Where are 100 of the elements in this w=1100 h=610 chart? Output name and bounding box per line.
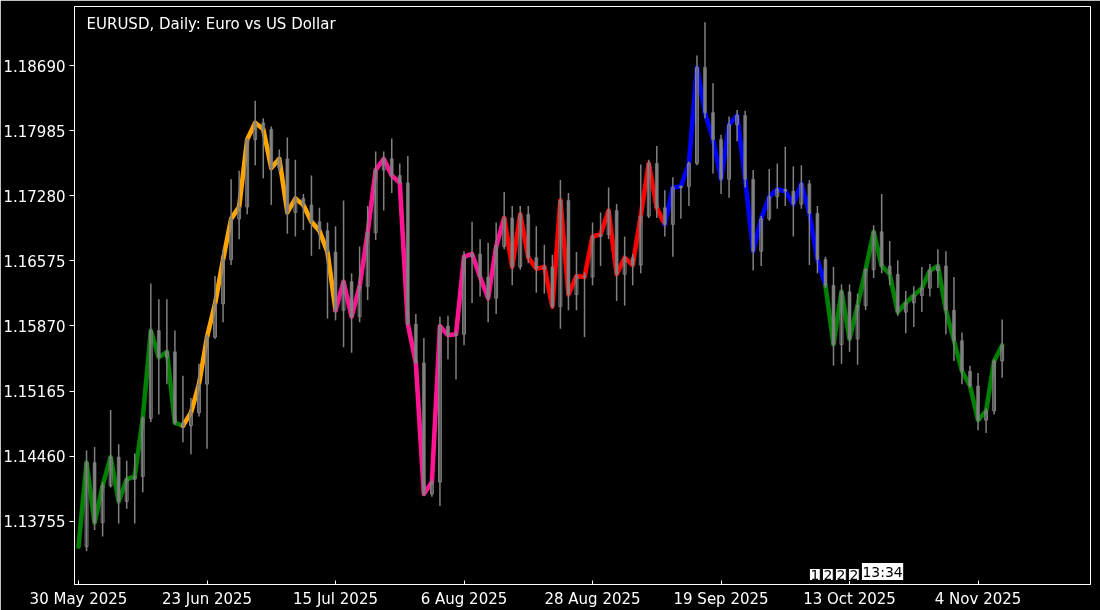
x-tick-label: 28 Aug 2025 (544, 589, 641, 608)
candlestick (727, 115, 732, 199)
candlestick (558, 179, 563, 330)
candlestick (686, 160, 691, 207)
candlestick (108, 409, 113, 489)
candlestick (301, 193, 306, 231)
candlestick (454, 329, 458, 381)
candlestick (678, 184, 683, 220)
candlestick (767, 168, 772, 222)
candlestick (148, 282, 153, 423)
candlestick (871, 224, 876, 279)
x-tick-label: 30 May 2025 (29, 589, 128, 608)
candlestick (390, 137, 394, 194)
candlestick (253, 99, 258, 167)
candlestick (534, 225, 539, 294)
x-tick-label: 19 Sep 2025 (673, 589, 769, 608)
candlestick (164, 298, 169, 385)
candlestick (863, 267, 868, 312)
candlestick (293, 159, 298, 238)
candlestick (606, 186, 611, 240)
candlestick (590, 221, 595, 287)
candlestick (622, 235, 627, 307)
candlestick (341, 199, 346, 348)
candlestick (502, 191, 507, 251)
candlestick (181, 375, 185, 444)
candlestick (968, 364, 972, 389)
candlestick (470, 220, 475, 304)
candlestick (261, 117, 265, 179)
y-tick-label: 1.16575 (3, 252, 66, 271)
candlestick (783, 146, 788, 207)
candlestick (759, 215, 764, 267)
candlestick (582, 271, 587, 338)
candlestick (478, 238, 482, 298)
candlestick (229, 178, 234, 266)
candlestick (429, 478, 434, 498)
candlestick (903, 290, 908, 335)
candlestick (935, 248, 940, 289)
candlestick (462, 250, 466, 347)
candlestick (799, 164, 804, 210)
x-tick-label: 4 Nov 2025 (934, 589, 1022, 608)
y-tick-label: 1.15870 (3, 317, 66, 336)
text: EURUSD, Daily: Euro vs US Dollar (86, 14, 337, 33)
candlestick (663, 189, 667, 238)
candlestick (100, 481, 105, 538)
candlestick (132, 452, 137, 525)
candlestick (205, 333, 209, 450)
candlestick (855, 292, 860, 366)
x-tick-label: 6 Aug 2025 (420, 589, 508, 608)
candlestick (365, 205, 370, 301)
candlestick (992, 358, 997, 416)
candlestick (277, 148, 282, 173)
candlestick (245, 137, 250, 215)
candlestick (984, 407, 989, 434)
x-tick-label: 13 Oct 2025 (803, 589, 896, 608)
annotation: 1 (810, 566, 820, 583)
candlestick (189, 397, 193, 456)
annotation: 13:34 (862, 563, 903, 580)
candlestick (542, 243, 547, 295)
candlestick (437, 315, 442, 507)
candlestick (357, 245, 362, 324)
candlestick (124, 460, 129, 510)
candlestick (638, 163, 643, 275)
y-tick-label: 1.13755 (3, 513, 66, 532)
candlestick (446, 315, 450, 360)
candlestick (574, 251, 579, 312)
candlestick (630, 253, 635, 287)
candlestick (598, 211, 603, 267)
candlestick (221, 248, 226, 324)
candlestick (494, 221, 499, 315)
x-tick-label: 23 Jun 2025 (161, 589, 253, 608)
y-tick-label: 1.14460 (3, 448, 66, 467)
candlestick (839, 283, 844, 365)
candlestick (791, 165, 796, 238)
annotation: 2 (823, 566, 833, 583)
annotation: 2 (849, 566, 859, 583)
candlestick (911, 285, 916, 328)
candlestick (309, 174, 314, 257)
candlestick (237, 170, 242, 240)
y-tick-label: 1.15165 (3, 383, 66, 402)
candlestick (140, 415, 145, 493)
candlestick (381, 150, 386, 212)
candlestick (695, 54, 699, 167)
candlestick (373, 150, 378, 241)
candlestick (486, 242, 490, 324)
candlestick (919, 266, 924, 313)
candlestick (887, 240, 892, 287)
candlestick (670, 176, 675, 258)
y-tick-label: 1.17985 (3, 122, 66, 141)
candlestick (1000, 318, 1005, 379)
candlestick (84, 449, 89, 553)
candlestick (735, 109, 740, 143)
candlestick (775, 162, 780, 210)
candlestick (927, 263, 932, 298)
candlestick (197, 363, 201, 418)
candlestick (317, 207, 322, 251)
annotation: 2 (836, 566, 846, 583)
candlestick (518, 205, 523, 271)
y-tick-label: 1.18690 (3, 57, 66, 76)
candlestick (325, 221, 330, 320)
y-tick-label: 1.17280 (3, 187, 66, 206)
